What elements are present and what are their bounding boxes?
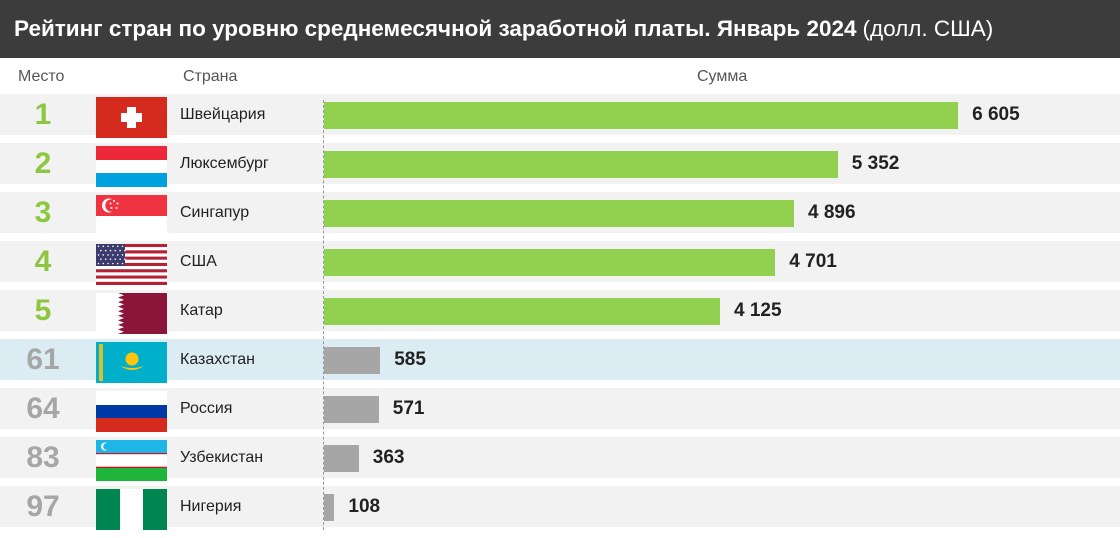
russia-flag-icon [96, 391, 167, 432]
value-label: 4 125 [734, 300, 782, 321]
uzbekistan-flag-icon [96, 440, 167, 481]
bar [324, 298, 720, 325]
qatar-flag-icon [96, 293, 167, 334]
rank-label: 1 [34, 98, 52, 131]
country-label: Сингапур [180, 204, 250, 221]
chart-row: 97 Нигерия 108 [0, 486, 1120, 530]
usa-flag-icon [96, 244, 167, 285]
bar [324, 347, 381, 374]
bar [324, 445, 359, 472]
chart-title: Рейтинг стран по уровню среднемесячной з… [0, 0, 1120, 58]
nigeria-flag-icon [96, 489, 167, 530]
chart-row: 1 Швейцария 6 605 [0, 94, 1120, 138]
value-label: 108 [348, 496, 381, 517]
country-label: Узбекистан [180, 449, 264, 466]
bar [324, 151, 838, 178]
value-label: 363 [372, 447, 405, 468]
country-label: Катар [180, 302, 223, 319]
rank-label: 64 [26, 392, 60, 425]
country-label: Люксембург [180, 155, 269, 172]
country-label: Швейцария [180, 106, 266, 123]
bar [324, 200, 794, 227]
country-label: Россия [180, 400, 233, 417]
rank-label: 83 [26, 441, 60, 474]
column-header-country: Страна [183, 68, 238, 85]
country-label: США [180, 253, 217, 270]
column-header-amount: Сумма [697, 68, 748, 85]
bar [324, 249, 776, 276]
bar [324, 102, 959, 129]
chart-row: 64 Россия 571 [0, 388, 1120, 432]
chart-row: 61 Казахстан 585 [0, 339, 1120, 383]
rank-label: 61 [26, 343, 60, 376]
chart-row: 4 США 4 701 [0, 241, 1120, 285]
value-label: 585 [394, 349, 426, 370]
country-label: Нигерия [180, 498, 242, 515]
rank-label: 5 [34, 294, 52, 327]
chart-row: 2 Люксембург 5 352 [0, 143, 1120, 187]
value-label: 571 [392, 398, 425, 419]
chart-row: 3 Сингапур 4 896 [0, 192, 1120, 236]
luxembourg-flag-icon [96, 146, 167, 187]
chart-row: 83 Узбекистан 363 [0, 437, 1120, 481]
value-label: 6 605 [972, 104, 1020, 125]
chart-axis-line [323, 100, 324, 530]
value-label: 4 896 [808, 202, 856, 223]
country-label: Казахстан [180, 351, 255, 368]
column-header-rank: Место [18, 68, 65, 85]
kazakhstan-flag-icon [96, 342, 167, 383]
rank-label: 4 [34, 245, 52, 278]
chart-row: 5 Катар 4 125 [0, 290, 1120, 334]
value-label: 4 701 [789, 251, 837, 272]
bar [324, 396, 379, 423]
rank-label: 2 [34, 147, 52, 180]
switzerland-flag-icon [96, 97, 167, 138]
singapore-flag-icon [96, 195, 167, 236]
rank-label: 3 [34, 196, 52, 229]
chart-title-unit: (долл. США) [862, 16, 994, 41]
value-label: 5 352 [851, 153, 900, 174]
bar [324, 494, 335, 521]
chart-title-main: Рейтинг стран по уровню среднемесячной з… [14, 16, 857, 41]
rank-label: 97 [26, 490, 60, 523]
